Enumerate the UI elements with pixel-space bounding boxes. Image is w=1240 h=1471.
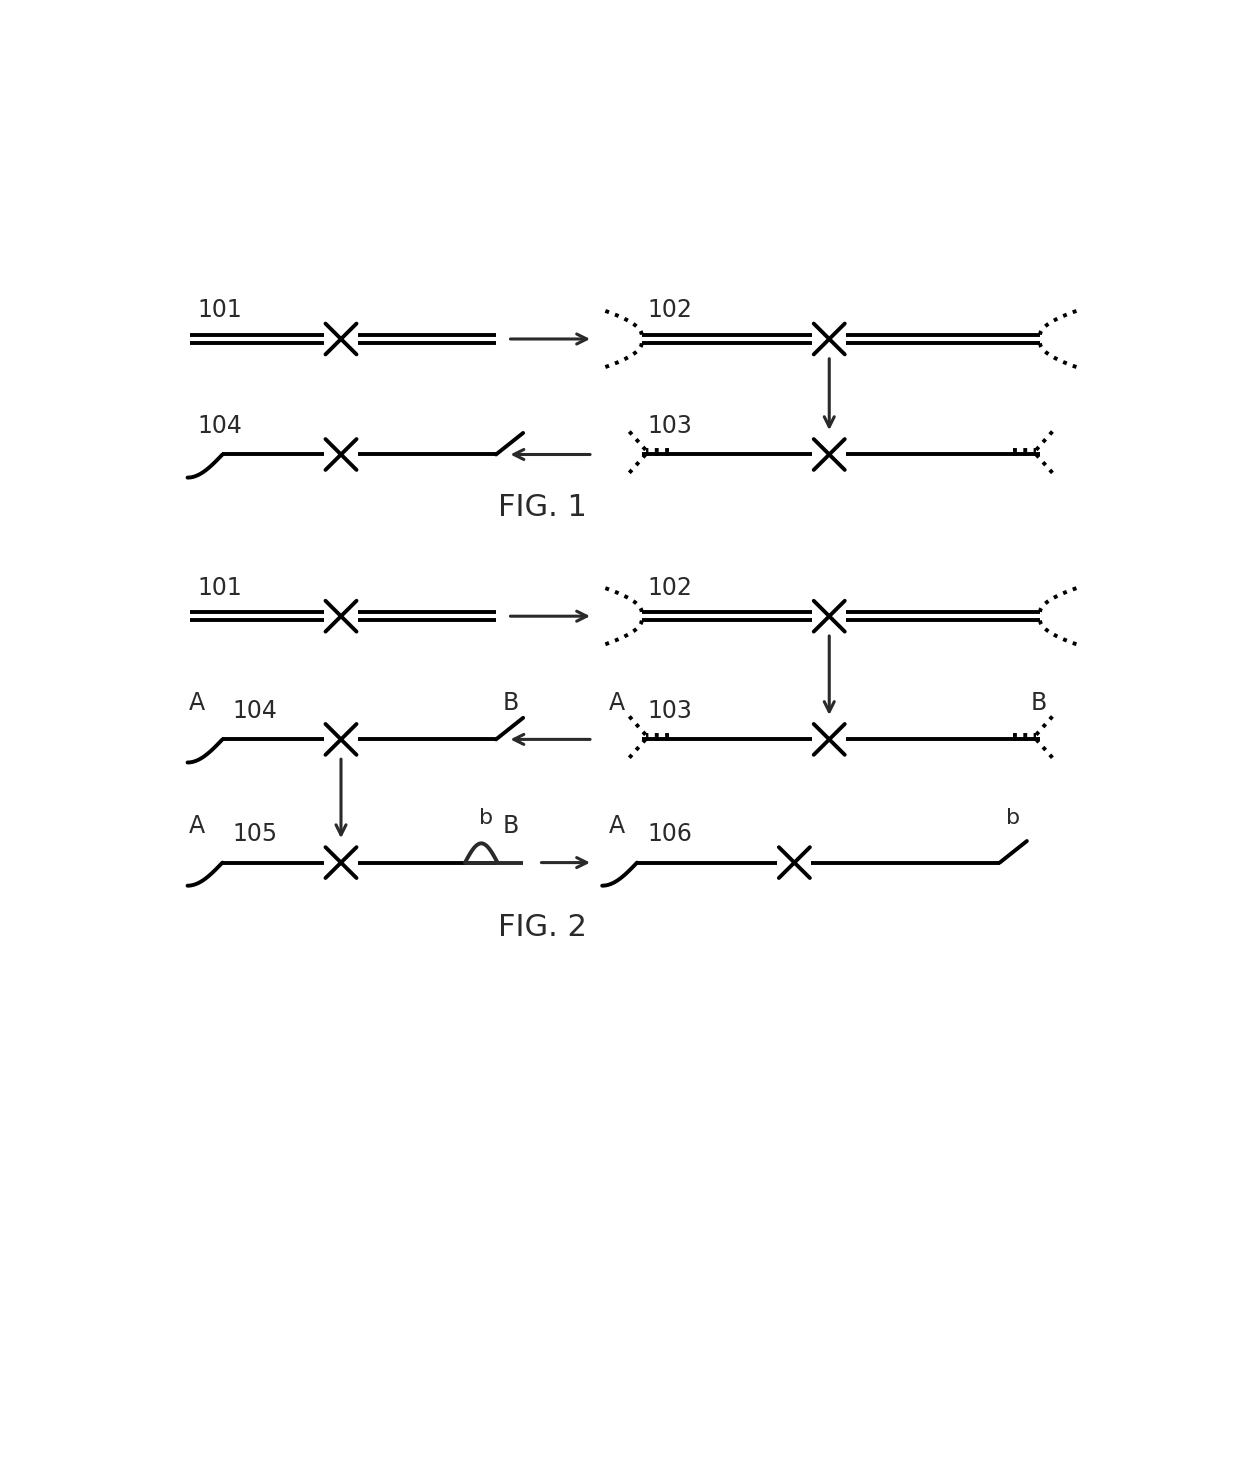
Text: 104: 104: [233, 699, 278, 722]
Text: 103: 103: [647, 699, 692, 722]
Text: 101: 101: [197, 575, 242, 600]
Text: A: A: [188, 691, 206, 715]
Text: B: B: [502, 691, 518, 715]
Text: FIG. 1: FIG. 1: [498, 493, 587, 522]
Text: 102: 102: [647, 575, 692, 600]
Text: 103: 103: [647, 413, 692, 438]
Text: B: B: [1030, 691, 1047, 715]
Text: 104: 104: [197, 413, 243, 438]
Text: A: A: [609, 691, 625, 715]
Text: A: A: [609, 815, 625, 838]
Text: B: B: [502, 815, 518, 838]
Text: FIG. 2: FIG. 2: [498, 912, 587, 941]
Text: 106: 106: [647, 822, 692, 846]
Text: b: b: [1006, 808, 1021, 828]
Text: b: b: [479, 808, 494, 828]
Text: 105: 105: [233, 822, 278, 846]
Text: 102: 102: [647, 299, 692, 322]
Text: 101: 101: [197, 299, 242, 322]
Text: A: A: [188, 815, 206, 838]
